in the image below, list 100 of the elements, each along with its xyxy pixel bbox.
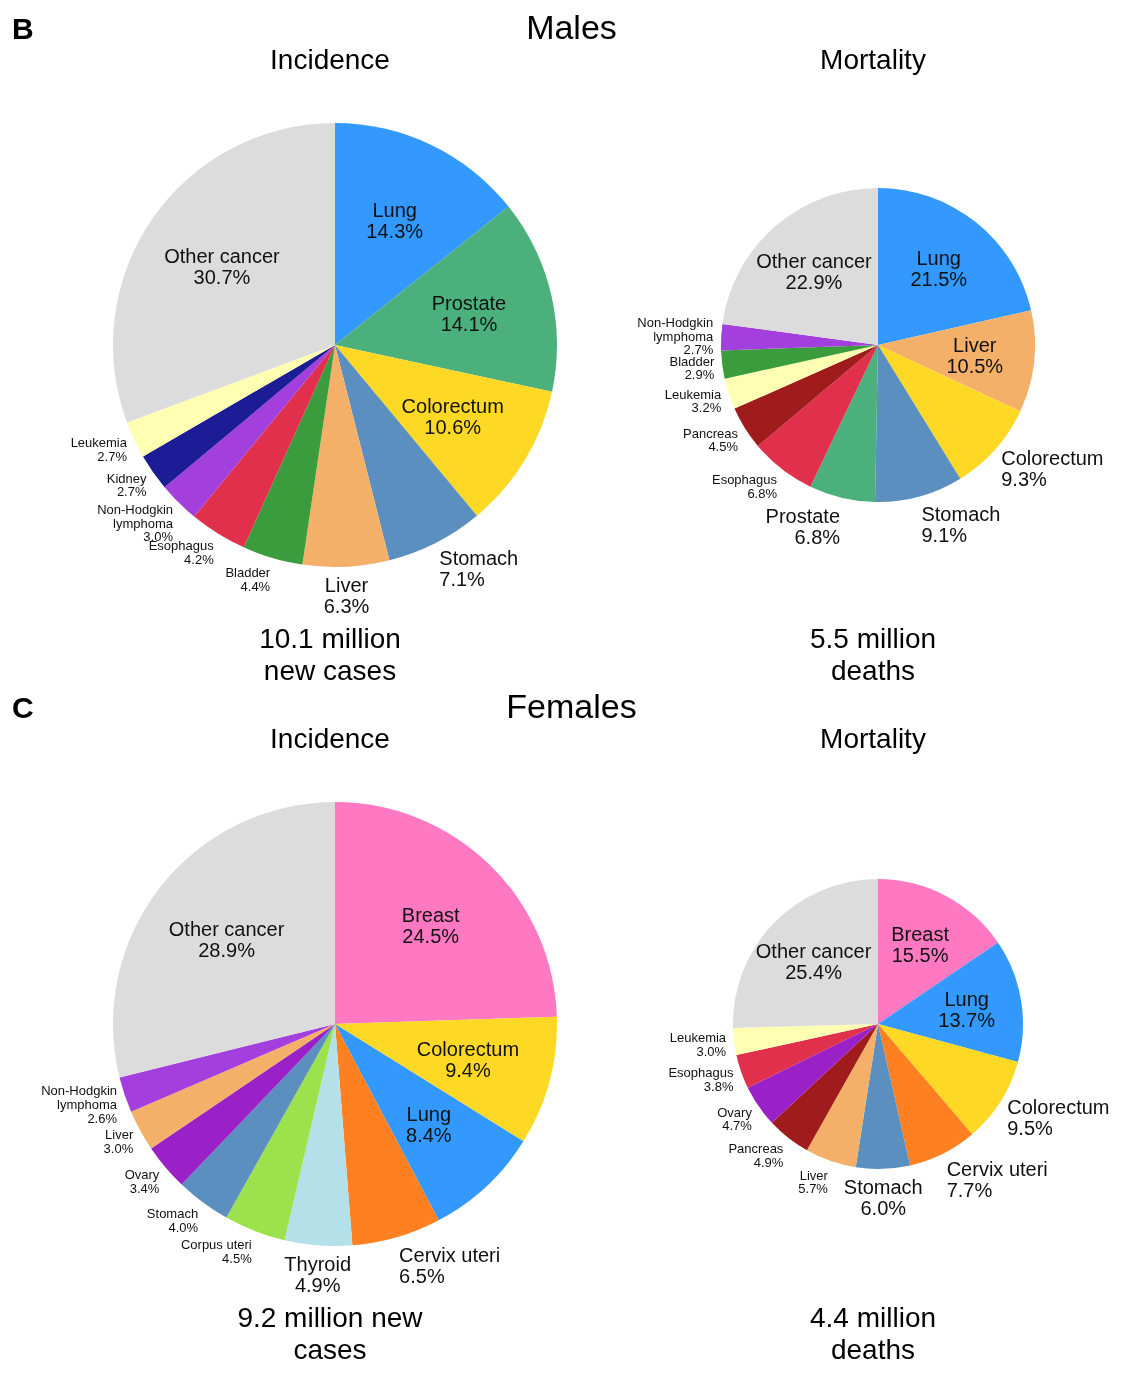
slice-label: Leukemia <box>664 386 722 402</box>
data-label: 4.5% <box>708 438 739 454</box>
slice-label: Kidney <box>106 470 148 486</box>
slice-label: Liver <box>324 574 369 597</box>
data-label: 4.5% <box>222 1250 253 1266</box>
data-label: 10.5% <box>946 354 1004 377</box>
slice-label: Prostate <box>431 292 507 315</box>
data-label: 22.9% <box>785 271 843 294</box>
data-label: 25.4% <box>785 960 843 983</box>
slice-label: Other cancer <box>756 250 873 273</box>
slice-label: Prostate <box>765 504 841 527</box>
data-label: 2.9% <box>684 366 715 382</box>
slice-label: Esophagus <box>711 471 778 487</box>
pie-slice <box>806 1024 878 1168</box>
slice-label: Other cancer <box>164 244 281 267</box>
data-label: 6.0% <box>860 1197 907 1220</box>
pie-slice <box>810 345 878 502</box>
data-label: 9.3% <box>1001 468 1048 491</box>
data-label: 21.5% <box>910 268 968 291</box>
text: 5.5 million deaths <box>808 623 938 687</box>
data-label: 8.4% <box>406 1124 452 1147</box>
pie-slice <box>878 310 1035 412</box>
pie-slice <box>335 123 509 345</box>
slice-label: Non-Hodgkin lymphoma <box>637 314 714 344</box>
slice-label: Lung <box>916 247 962 270</box>
data-label: 4.9% <box>753 1154 784 1170</box>
pie-slice <box>878 942 1023 1063</box>
slice-label: Breast <box>401 903 461 926</box>
slice-label: Ovary <box>717 1104 753 1120</box>
pie-slice <box>733 1024 878 1055</box>
chart-title: Incidence <box>269 44 391 77</box>
slice-label: Lung <box>944 987 989 1010</box>
pie-slice <box>721 345 878 379</box>
slice-label: Liver <box>953 333 997 356</box>
slice-label: Stomach <box>921 502 1001 525</box>
data-label: 15.5% <box>891 944 949 967</box>
chart-title: Mortality <box>819 44 927 77</box>
pie-slice <box>335 1016 557 1142</box>
slice-label: Pancreas <box>683 425 739 441</box>
text: 9.2 million new cases <box>236 1302 424 1366</box>
data-label: 14.3% <box>366 220 424 243</box>
data-label: 24.5% <box>402 924 460 947</box>
slice-label: Stomach <box>146 1205 199 1221</box>
data-label: 30.7% <box>193 265 251 288</box>
data-label: 10.6% <box>424 415 482 438</box>
data-label: 7.1% <box>439 568 486 591</box>
slice-label: Liver <box>105 1126 134 1142</box>
chart-title: Mortality <box>819 723 927 756</box>
data-label: 2.7% <box>97 448 128 464</box>
data-label: 3.2% <box>691 399 722 415</box>
text: B <box>12 12 34 46</box>
slice-label: Lung <box>372 199 417 222</box>
data-label: 9.1% <box>921 523 968 546</box>
slice-label: Corpus uteri <box>180 1236 252 1252</box>
slice-label: Esophagus <box>668 1064 734 1080</box>
pie-slice <box>335 345 553 516</box>
pie-slice <box>733 879 878 1028</box>
slice-label: Stomach <box>843 1176 923 1199</box>
data-label: 5.7% <box>798 1180 829 1196</box>
data-label: 28.9% <box>198 938 256 961</box>
slice-label: Leukemia <box>669 1029 727 1045</box>
slice-label: Cervix uteri <box>946 1157 1048 1180</box>
data-label: 4.4% <box>240 578 271 594</box>
slice-label: Colorectum <box>1001 447 1104 470</box>
data-label: 3.0% <box>103 1140 134 1156</box>
chart-title: Incidence <box>269 723 391 756</box>
data-label: 2.6% <box>87 1110 118 1126</box>
pie-slice <box>119 1024 335 1112</box>
pie-slice <box>722 188 878 345</box>
text: 10.1 million new cases <box>258 623 402 687</box>
slice-label: Bladder <box>225 564 271 580</box>
data-label: 14.1% <box>440 313 498 336</box>
text: Males <box>526 8 617 46</box>
slice-label: Ovary <box>124 1166 160 1182</box>
slice-label: Stomach <box>439 547 519 570</box>
pie-slice <box>126 345 335 457</box>
slice-label: Other cancer <box>755 939 872 962</box>
pie-slice <box>855 1024 911 1169</box>
pie-slice <box>284 1024 353 1246</box>
data-label: 6.5% <box>399 1264 445 1287</box>
pie-slice <box>243 345 335 565</box>
slice-label: Breast <box>891 923 950 946</box>
slice-label: Pancreas <box>728 1140 784 1156</box>
pie-slice <box>113 802 335 1078</box>
pie-slice <box>335 802 557 1024</box>
text: Females <box>506 687 637 725</box>
slice-label: Colorectum <box>416 1038 520 1061</box>
slice-label: Non-Hodgkin lymphoma <box>41 1082 118 1112</box>
data-label: 6.3% <box>323 595 370 618</box>
data-label: 3.0% <box>696 1043 727 1059</box>
pie-slice <box>226 1024 335 1241</box>
slice-label: Cervix uteri <box>399 1243 501 1266</box>
pie-slice <box>131 1024 335 1149</box>
slice-label: Colorectum <box>401 394 504 417</box>
slice-label: Lung <box>406 1103 452 1126</box>
text: C <box>12 691 34 725</box>
text: 4.4 million deaths <box>808 1302 938 1366</box>
slice-label: Non-Hodgkin lymphoma <box>97 501 174 531</box>
pie-slice <box>724 345 878 409</box>
slice-label: Colorectum <box>1007 1095 1110 1118</box>
